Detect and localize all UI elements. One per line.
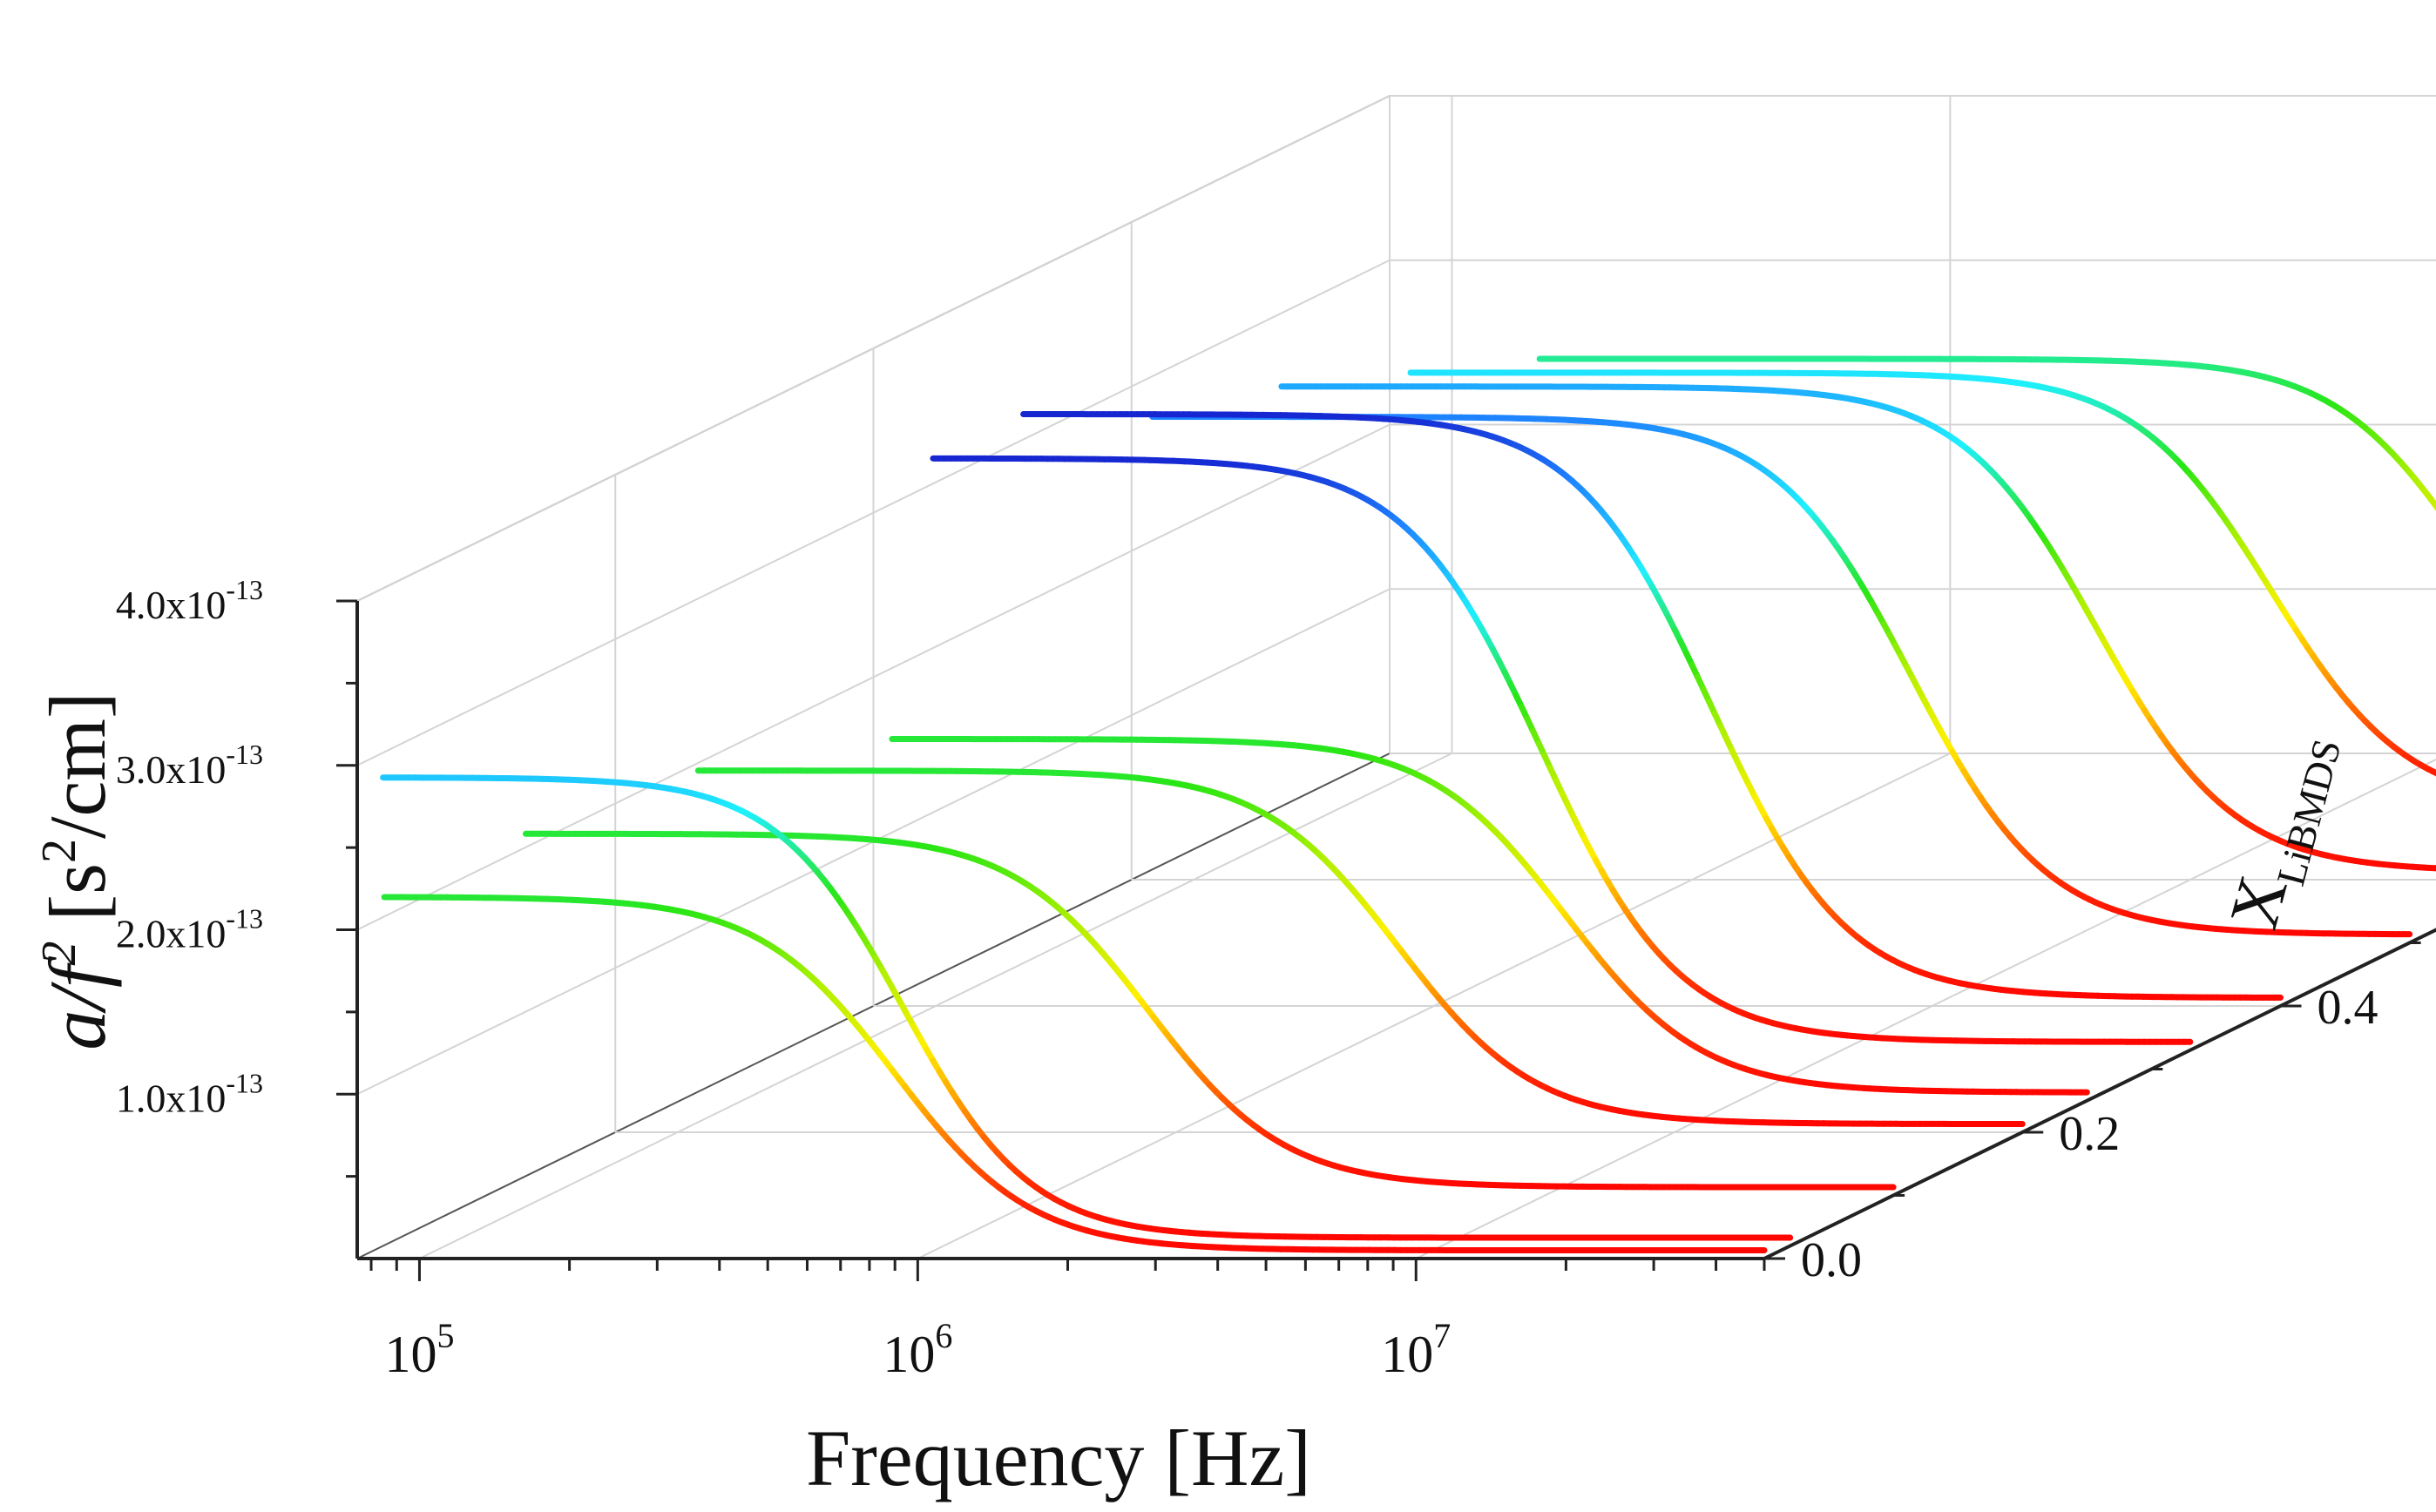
grid-side-y-1: [356, 423, 1391, 931]
x-tick-label-2: 107: [1381, 1316, 1451, 1383]
x-tick-label-base: 10: [1381, 1326, 1433, 1383]
y-tick-label-3: 4.0x10-13: [116, 574, 263, 627]
series-x=0.20: [694, 767, 2026, 1128]
y-axis-title-unit-post: /cm]: [33, 692, 122, 839]
y-tick-label-exp: -13: [226, 739, 263, 770]
y-tick-label-mantissa: 1.0x10: [116, 1076, 227, 1120]
y-tick-label-exp: -13: [226, 903, 263, 935]
x-tick-label-1: 106: [883, 1316, 952, 1383]
y-tick-label-mantissa: 4.0x10: [116, 583, 227, 627]
z-axis-title-sub: LiBMDS: [2268, 734, 2350, 890]
series-x=0.80: [1536, 355, 2436, 511]
y-tick-label-exp: -13: [226, 1067, 263, 1098]
y-axis-title-unit-sup: 2: [32, 839, 86, 863]
x-tick-label-exp: 5: [436, 1316, 454, 1355]
x-tick-label-base: 10: [384, 1326, 436, 1383]
y-tick-label-exp: -13: [226, 574, 263, 605]
tick-labels: 105 106 1071.0x10-132.0x10-133.0x10-134.0x…: [116, 574, 2378, 1383]
y-tick-label-mantissa: 3.0x10: [116, 747, 227, 792]
z-axis-title: XLiBMDS: [2216, 724, 2350, 939]
grid-side-y-2: [356, 259, 1391, 766]
series-x=0.70: [1407, 369, 2436, 777]
series-x=0.10: [522, 830, 1897, 1191]
y-axis-title-main: a/f: [33, 955, 122, 1050]
z-tick-label-1: 0.2: [2059, 1107, 2120, 1161]
series-x=0.40: [1020, 411, 2284, 1001]
series-x=0.00: [381, 894, 1768, 1254]
axes: [336, 599, 2436, 1281]
series-x=0.25: [889, 736, 2090, 1096]
y-tick-label-2: 3.0x10-13: [116, 739, 263, 792]
x-axis-title: Frequency [Hz]: [806, 1414, 1311, 1502]
series-segment: [2430, 768, 2436, 777]
y-axis-title: a/f2 [s2/cm]: [32, 692, 122, 1050]
y-axis-title-sup: 2: [32, 941, 86, 965]
grid-side-y-3: [356, 95, 1391, 602]
series-x=0.33: [930, 455, 2194, 1045]
y-tick-label-mantissa: 2.0x10: [116, 912, 227, 956]
y-axis-title-unit-pre: [s: [33, 863, 122, 941]
x-tick-label-exp: 6: [935, 1316, 952, 1355]
x-tick-label-exp: 7: [1433, 1316, 1451, 1355]
grid-lines: [356, 95, 2436, 1259]
x-tick-label-0: 105: [384, 1316, 454, 1383]
data-curves: [380, 355, 2436, 1254]
z-tick-label-0: 0.0: [1801, 1233, 1862, 1287]
y-tick-label-0: 1.0x10-13: [116, 1067, 263, 1120]
series-x=0.60: [1278, 383, 2436, 872]
y-tick-label-1: 2.0x10-13: [116, 903, 263, 956]
z-tick-label-2: 0.4: [2318, 981, 2378, 1035]
series-x=0.02: [380, 774, 1794, 1241]
x-tick-label-base: 10: [883, 1326, 935, 1383]
series-x=0.50: [1149, 414, 2413, 938]
